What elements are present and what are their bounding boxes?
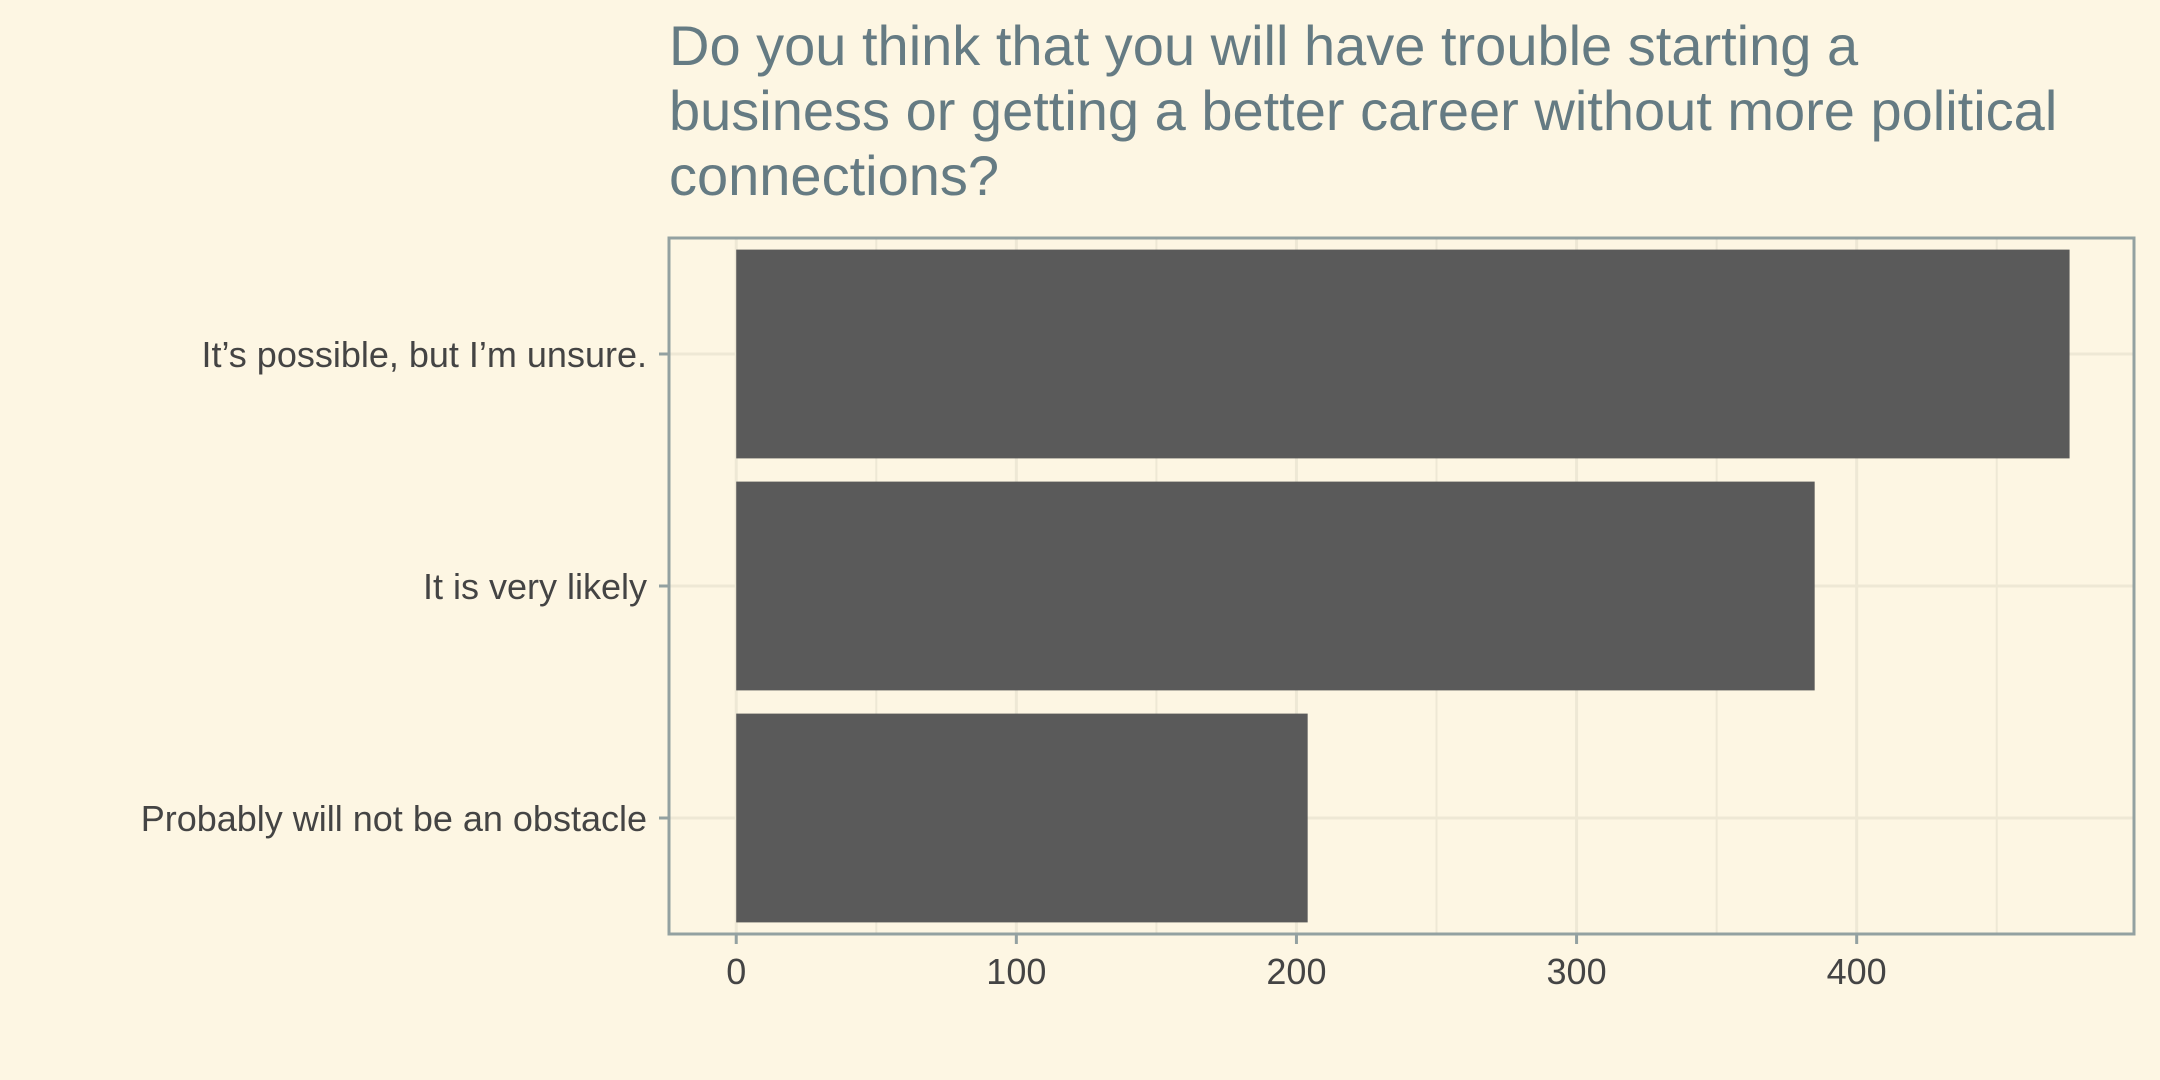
x-tick-label: 300 (1547, 951, 1607, 992)
chart-title-line-2: business or getting a better career with… (669, 79, 2057, 142)
bar (736, 249, 2070, 459)
chart-title-line-1: Do you think that you will have trouble … (669, 14, 1859, 77)
axes (659, 236, 2136, 944)
x-tick-label: 100 (986, 951, 1046, 992)
category-label: It’s possible, but I’m unsure. (201, 334, 647, 375)
bars (736, 249, 2070, 923)
bar (736, 481, 1815, 691)
category-label: Probably will not be an obstacle (141, 798, 647, 839)
x-tick-label: 400 (1827, 951, 1887, 992)
chart-title: Do you think that you will have trouble … (669, 14, 2057, 207)
bar (736, 713, 1308, 923)
chart-title-line-3: connections? (669, 144, 999, 207)
x-tick-label: 0 (726, 951, 746, 992)
category-labels: It’s possible, but I’m unsure. It is very… (141, 334, 647, 839)
category-label: It is very likely (423, 566, 647, 607)
x-tick-labels: 0 100 200 300 400 (726, 951, 1887, 992)
x-tick-label: 200 (1266, 951, 1326, 992)
